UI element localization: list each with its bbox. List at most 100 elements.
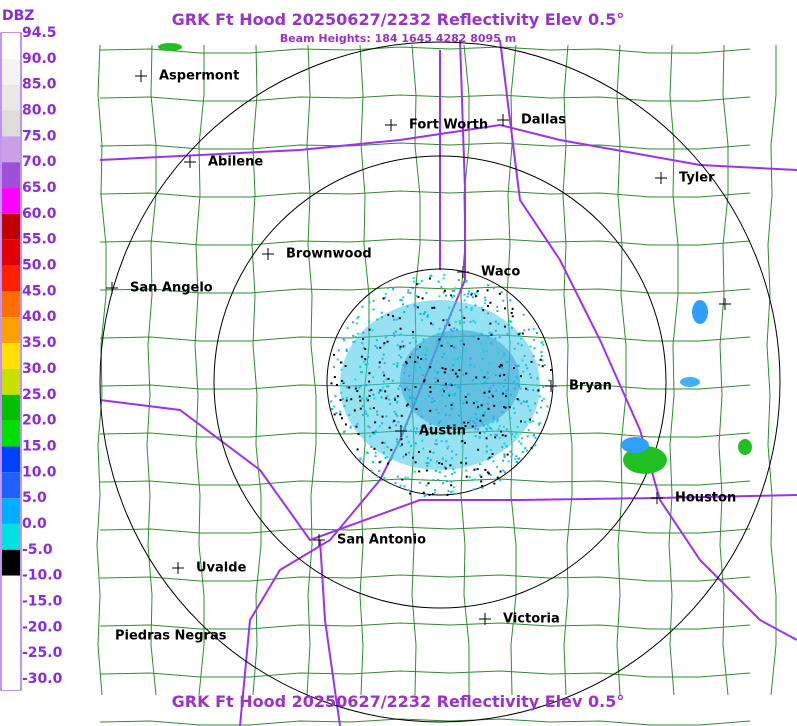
echo-pixel [518,385,521,388]
echo-pixel [467,421,470,424]
echo-pixel [421,341,424,344]
echo-pixel [357,332,360,335]
echo-pixel [417,295,420,298]
echo-pixel [436,460,439,463]
echo-pixel [481,421,484,424]
echo-pixel [376,410,379,413]
echo-pixel [404,365,407,368]
echo-pixel [365,398,368,401]
echo-pixel [383,441,386,444]
echo-pixel [475,418,478,421]
echo-pixel [404,388,407,391]
echo-pixel [481,357,484,360]
echo-pixel [441,367,444,370]
echo-pixel [509,394,512,397]
echo-pixel [478,408,481,411]
echo-pixel [334,395,337,398]
echo-pixel [396,475,399,478]
echo-pixel [378,366,381,369]
echo-pixel [413,397,416,400]
echo-pixel [447,383,450,386]
echo-pixel [356,317,359,320]
echo-pixel [541,341,544,344]
echo-pixel [534,444,537,447]
echo-pixel [510,311,513,314]
echo-pixel [361,342,364,345]
city-marker [719,298,731,310]
legend-label: 90.0 [22,51,57,67]
echo-pixel [532,354,535,357]
echo-pixel [431,306,434,309]
echo-pixel [457,279,460,282]
echo-pixel [507,460,510,463]
echo-pixel [393,335,396,338]
echo-pixel [432,479,435,482]
echo-pixel [356,390,359,393]
legend-swatch [2,394,20,421]
echo-pixel [449,328,452,331]
echo-pixel [442,430,445,433]
echo-pixel [445,294,448,297]
echo-pixel [387,313,390,316]
echo-pixel [542,397,545,400]
county-line [99,94,751,102]
echo-pixel [421,319,424,322]
echo-pixel [368,394,371,397]
echo-pixel [386,287,389,290]
echo-pixel [402,364,405,367]
city-label: Waco [481,265,520,280]
echo-pixel [521,359,524,362]
echo-pixel [516,398,519,401]
echo-pixel [459,386,462,389]
echo-pixel [434,369,437,372]
legend-label: 65.0 [22,180,57,196]
echo-pixel [461,440,464,443]
echo-pixel [488,362,491,365]
echo-pixel [438,327,441,330]
echo-pixel [348,413,351,416]
echo-pixel [500,291,503,294]
echo-pixel [510,455,513,458]
echo-pixel [438,338,441,341]
echo-pixel [383,342,386,345]
echo-pixel [521,332,524,335]
echo-pixel [510,326,513,329]
echo-pixel [415,369,418,372]
echo-pixel [419,312,422,315]
legend-label: 35.0 [22,335,57,351]
echo-pixel [429,366,432,369]
echo-pixel [342,337,345,340]
echo-pixel [495,389,498,392]
legend-swatch [2,33,20,59]
echo-pixel [503,307,506,310]
echo-pixel [442,291,445,294]
echo-pixel [496,476,499,479]
echo-pixel [486,284,489,287]
echo-pixel [440,428,443,431]
radar-echoes [158,43,752,498]
echo-pixel [513,381,516,384]
legend-swatch [2,601,20,628]
echo-pixel [497,351,500,354]
echo-pixel [386,446,389,449]
echo-pixel [408,451,411,454]
echo-pixel [484,299,487,302]
echo-pixel [451,490,454,493]
echo-pixel [428,427,431,430]
echo-pixel [383,477,386,480]
echo-pixel [500,391,503,394]
echo-pixel [530,447,533,450]
echo-pixel [412,330,415,333]
echo-pixel [330,382,333,385]
echo-pixel [520,344,523,347]
legend-swatch [2,213,20,240]
footer-title: GRK Ft Hood 20250627/2232 Reflectivity E… [172,692,625,711]
echo-pixel [416,348,419,351]
echo-pixel [462,402,465,405]
echo-pixel [431,323,434,326]
legend-label: 45.0 [22,283,57,299]
echo-pixel [435,439,438,442]
echo-pixel [416,306,419,309]
echo-pixel [497,427,500,430]
echo-pixel [384,336,387,339]
